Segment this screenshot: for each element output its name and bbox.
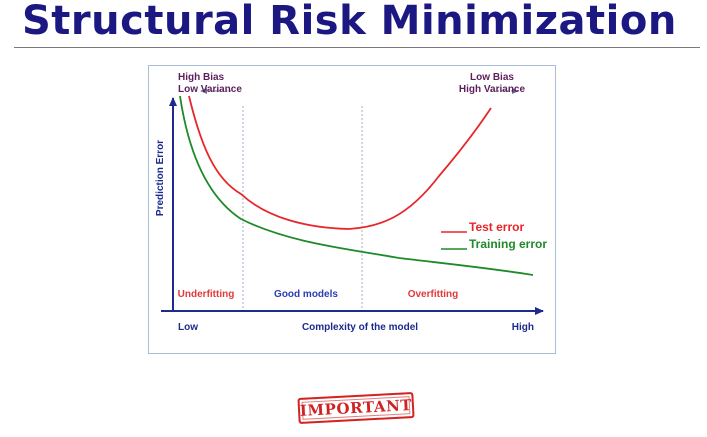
bias-variance-figure: High Bias Low Variance Low Bias High Var…: [148, 65, 556, 354]
region-overfitting: Overfitting: [408, 289, 459, 300]
region-underfitting: Underfitting: [178, 289, 235, 300]
bias-variance-diagram: High Bias Low Variance Low Bias High Var…: [155, 72, 547, 333]
training-error-curve: [179, 95, 534, 276]
x-low-label: Low: [178, 322, 198, 333]
y-axis-label: Prediction Error: [155, 140, 166, 216]
test-error-curve: [188, 95, 492, 230]
corner-right-line1: Low Bias: [470, 72, 514, 83]
important-stamp: IMPORTANT: [297, 391, 415, 425]
x-axis-label: Complexity of the model: [302, 322, 418, 333]
corner-left-line1: High Bias: [178, 72, 225, 83]
legend-test-label: Test error: [469, 220, 524, 234]
important-stamp-text: IMPORTANT: [297, 391, 415, 425]
corner-left-line2: Low Variance: [178, 84, 242, 95]
legend-training-label: Training error: [469, 237, 547, 251]
x-high-label: High: [512, 322, 534, 333]
title-divider: [14, 47, 700, 48]
slide-title: Structural Risk Minimization: [22, 0, 677, 44]
corner-right-line2: High Variance: [459, 84, 526, 95]
region-good-models: Good models: [274, 289, 338, 300]
